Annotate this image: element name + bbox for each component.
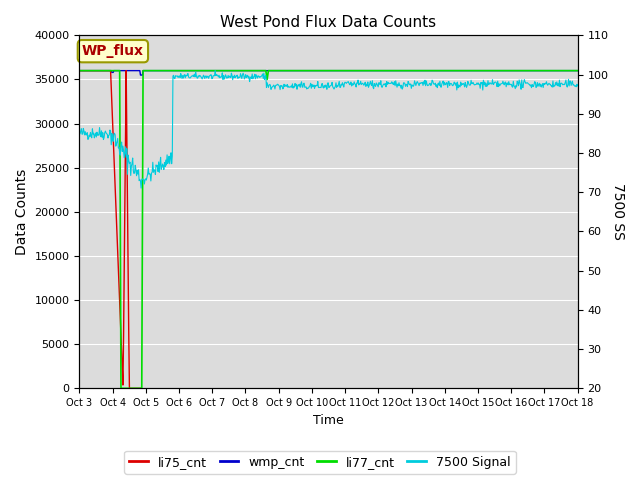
Title: West Pond Flux Data Counts: West Pond Flux Data Counts — [220, 15, 436, 30]
Legend: li75_cnt, wmp_cnt, li77_cnt, 7500 Signal: li75_cnt, wmp_cnt, li77_cnt, 7500 Signal — [124, 451, 516, 474]
Text: WP_flux: WP_flux — [82, 44, 144, 58]
Y-axis label: Data Counts: Data Counts — [15, 168, 29, 255]
X-axis label: Time: Time — [313, 414, 344, 427]
Y-axis label: 7500 SS: 7500 SS — [611, 183, 625, 240]
